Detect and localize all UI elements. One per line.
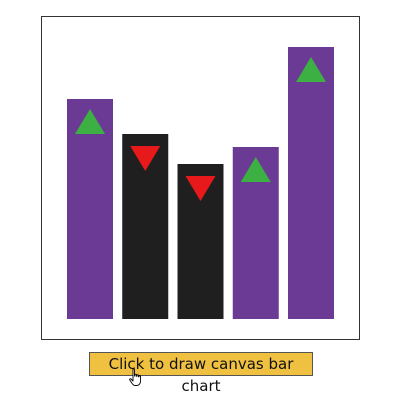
chart-bar-5 [288,47,334,319]
up-arrow-icon-1 [75,109,105,134]
up-arrow-icon-5 [296,57,326,82]
down-arrow-icon-3 [185,176,216,201]
draw-chart-button[interactable]: Click to draw canvas bar chart [89,352,313,395]
bar-chart-canvas [41,16,360,340]
up-arrow-icon-4 [240,157,271,182]
bar-chart-svg [67,47,334,319]
down-arrow-icon-2 [130,146,161,171]
chart-bar-1 [67,99,113,319]
